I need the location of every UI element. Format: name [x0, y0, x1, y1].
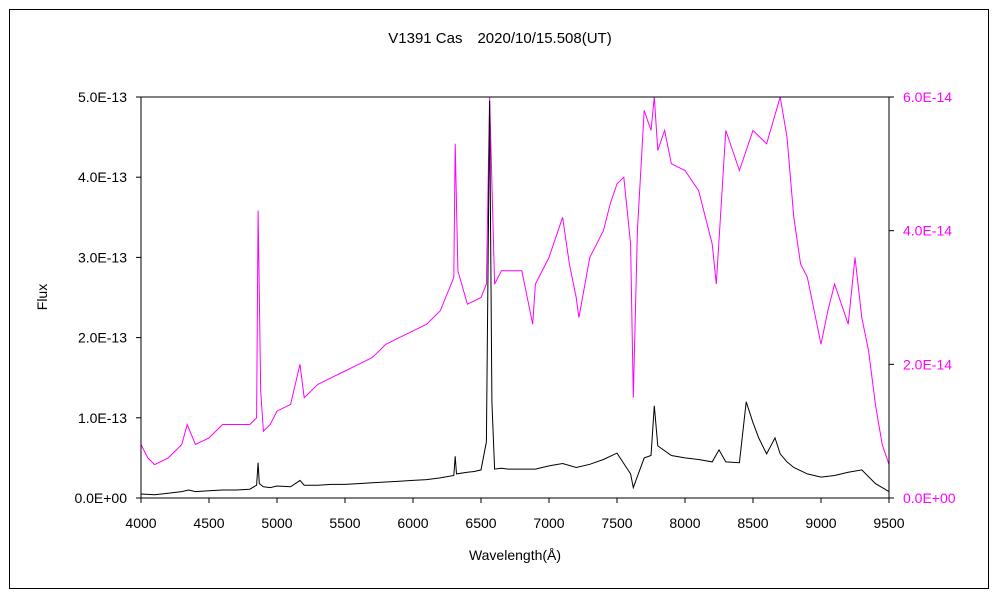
x-tick-label: 4500	[193, 515, 224, 531]
x-tick-label: 5500	[329, 515, 360, 531]
y-tick-label-right: 6.0E-14	[903, 89, 952, 105]
x-tick-label: 9500	[873, 515, 904, 531]
y-tick-label-right: 4.0E-14	[903, 223, 952, 239]
right-y-axis: 0.0E+00 2.0E-14 4.0E-14 6.0E-14	[889, 89, 956, 506]
x-tick-label: 5000	[261, 515, 292, 531]
y-tick-label-left: 4.0E-13	[78, 169, 127, 185]
right-series-group	[141, 97, 889, 466]
x-axis: 4000 4500 5000 5500 6000 6500 7000 7500 8000 8500…	[125, 498, 905, 531]
series-line-left	[141, 100, 889, 496]
x-tick-label: 6500	[465, 515, 496, 531]
y-tick-label-right: 2.0E-14	[903, 356, 952, 372]
x-axis-label: Wavelength(Å)	[469, 547, 561, 563]
y-tick-label-left: 0.0E+00	[74, 490, 127, 506]
x-tick-label: 8000	[669, 515, 700, 531]
left-y-axis: 0.0E+00 1.0E-13 2.0E-13 3.0E-13 4.0E-13 5.0E-…	[74, 89, 141, 506]
x-tick-label: 9000	[805, 515, 836, 531]
series-line-right	[141, 97, 889, 466]
y-tick-label-left: 2.0E-13	[78, 330, 127, 346]
x-tick-label: 4000	[125, 515, 156, 531]
x-tick-label: 6000	[397, 515, 428, 531]
y-axis-label: Flux	[34, 284, 50, 310]
left-series-group	[141, 100, 889, 496]
x-tick-label: 7000	[533, 515, 564, 531]
y-tick-label-right: 0.0E+00	[903, 490, 956, 506]
y-tick-label-left: 5.0E-13	[78, 89, 127, 105]
x-tick-label: 8500	[737, 515, 768, 531]
plot-area-border	[140, 96, 890, 499]
x-tick-label: 7500	[601, 515, 632, 531]
y-tick-label-left: 1.0E-13	[78, 410, 127, 426]
y-tick-label-left: 3.0E-13	[78, 249, 127, 265]
chart-title: V1391 Cas 2020/10/15.508(UT)	[388, 30, 611, 47]
